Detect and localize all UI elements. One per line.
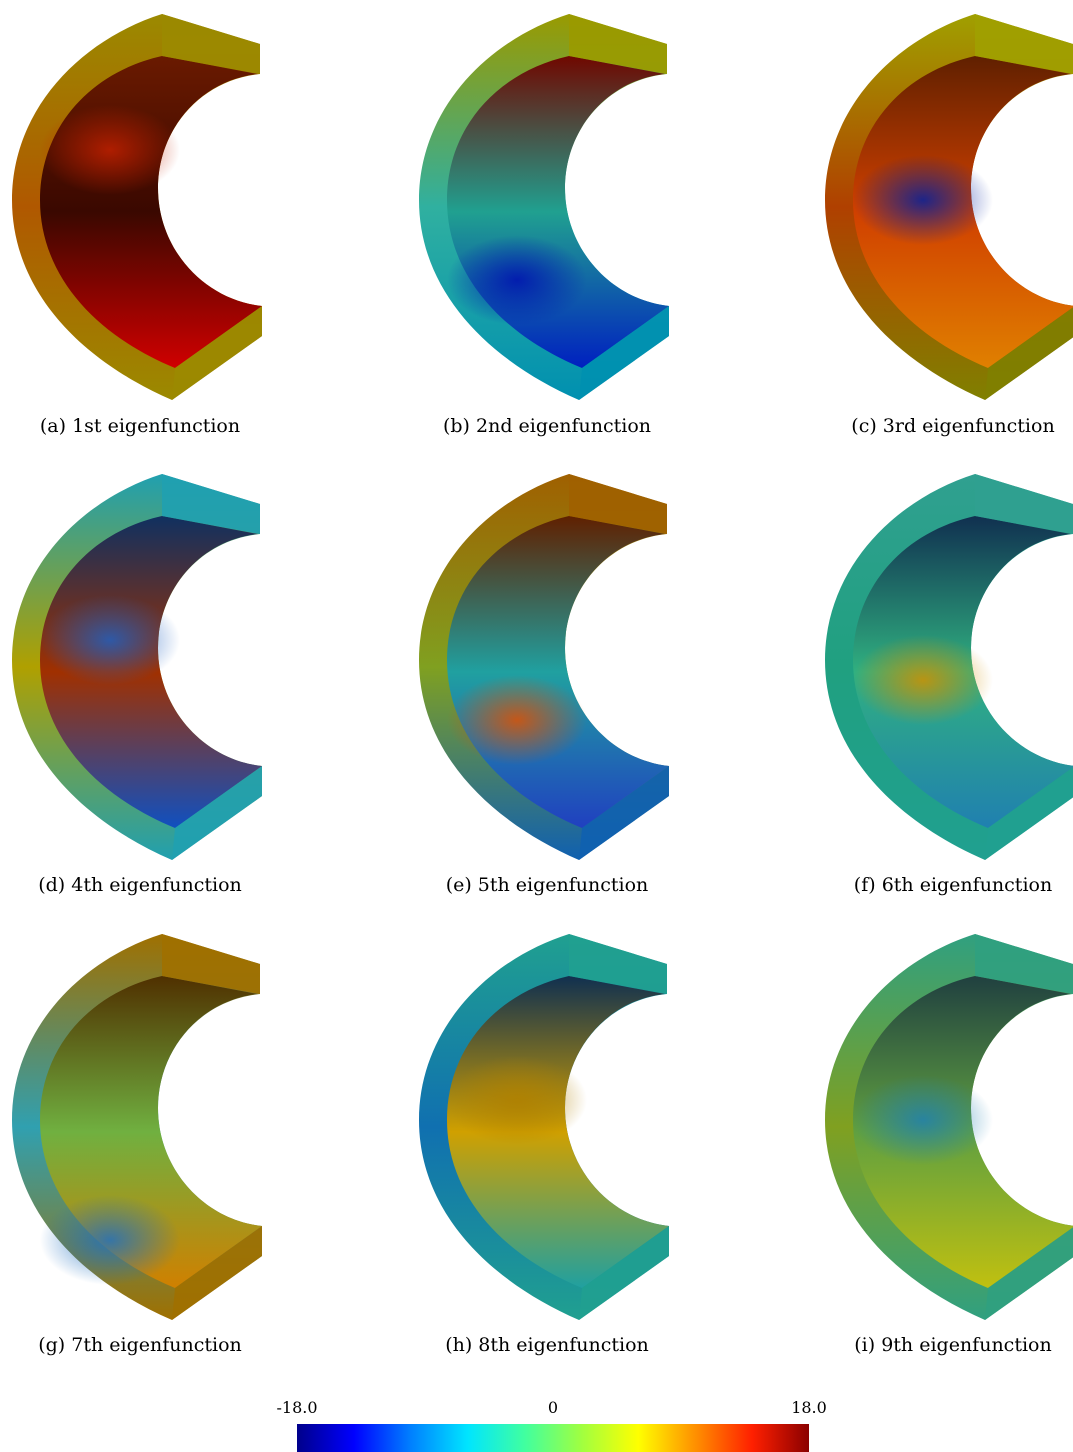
end-cap-top	[162, 934, 260, 994]
field-highlight	[853, 1075, 993, 1165]
colorbar-mid-label: 0	[547, 1398, 559, 1417]
panel-eigenfunction-8: (h) 8th eigenfunction	[407, 920, 747, 1370]
caption-3: (c) 3rd eigenfunction	[851, 415, 1055, 437]
eigenfunction-3-plot	[825, 14, 1073, 400]
colorbar-gradient	[297, 1424, 809, 1452]
field-highlight	[40, 595, 180, 685]
end-cap-bottom	[172, 1226, 262, 1320]
panel-eigenfunction-7: (g) 7th eigenfunction	[0, 920, 340, 1370]
field-highlight	[40, 105, 180, 195]
eigenfunction-5-plot	[419, 474, 669, 860]
caption-5: (e) 5th eigenfunction	[445, 874, 649, 896]
field-highlight	[853, 155, 993, 245]
field-highlight	[447, 235, 587, 325]
end-cap-bottom	[579, 766, 669, 860]
end-cap-top	[975, 934, 1073, 994]
end-cap-bottom	[172, 766, 262, 860]
end-cap-top	[162, 474, 260, 534]
caption-9: (i) 9th eigenfunction	[854, 1334, 1052, 1356]
colorbar: -18.0 0 18.0	[276, 1398, 827, 1452]
end-cap-bottom	[985, 307, 1073, 400]
eigenfunction-4-plot	[12, 474, 262, 860]
end-cap-bottom	[985, 767, 1073, 860]
end-cap-top	[162, 14, 260, 74]
eigenfunction-grid: (a) 1st eigenfunction (b) 2nd eigenfunct…	[0, 0, 1073, 1370]
end-cap-top	[569, 14, 667, 74]
end-cap-top	[975, 474, 1073, 534]
colorbar-min-label: -18.0	[276, 1398, 318, 1417]
panel-eigenfunction-3: (c) 3rd eigenfunction	[813, 0, 1073, 450]
colorbar-max-label: 18.0	[791, 1398, 827, 1417]
eigenfunction-8-plot	[419, 934, 669, 1320]
end-cap-top	[569, 474, 667, 534]
eigenfunction-9-plot	[825, 934, 1073, 1320]
field-highlight	[447, 1055, 587, 1145]
end-cap-bottom	[579, 306, 669, 400]
eigenfunction-1-plot	[12, 14, 262, 400]
panel-eigenfunction-6: (f) 6th eigenfunction	[813, 460, 1073, 910]
panel-eigenfunction-2: (b) 2nd eigenfunction	[407, 0, 747, 450]
end-cap-bottom	[172, 306, 262, 400]
caption-6: (f) 6th eigenfunction	[853, 874, 1053, 896]
eigenfunction-7-plot	[12, 934, 262, 1320]
caption-1: (a) 1st eigenfunction	[39, 415, 241, 437]
caption-2: (b) 2nd eigenfunction	[442, 415, 652, 437]
end-cap-top	[569, 934, 667, 994]
panel-eigenfunction-5: (e) 5th eigenfunction	[407, 460, 747, 910]
panel-eigenfunction-1: (a) 1st eigenfunction	[0, 0, 340, 450]
field-highlight	[853, 635, 993, 725]
end-cap-bottom	[985, 1227, 1073, 1320]
panel-eigenfunction-9: (i) 9th eigenfunction	[813, 920, 1073, 1370]
end-cap-bottom	[579, 1226, 669, 1320]
caption-4: (d) 4th eigenfunction	[38, 874, 242, 896]
field-highlight	[447, 675, 587, 765]
caption-8: (h) 8th eigenfunction	[445, 1334, 649, 1356]
field-highlight	[40, 1195, 180, 1285]
panel-eigenfunction-4: (d) 4th eigenfunction	[0, 460, 340, 910]
end-cap-top	[975, 14, 1073, 74]
eigenfunction-6-plot	[825, 474, 1073, 860]
eigenfunction-2-plot	[419, 14, 669, 400]
caption-7: (g) 7th eigenfunction	[38, 1334, 242, 1356]
